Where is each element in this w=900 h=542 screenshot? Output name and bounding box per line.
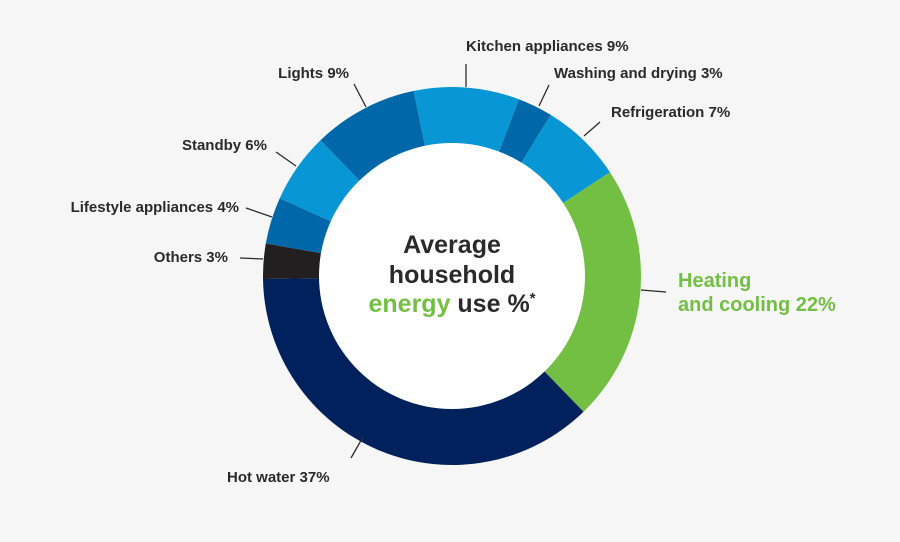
donut-hole (319, 143, 585, 409)
label-washing: Washing and drying 3% (554, 65, 723, 82)
label-kitchen: Kitchen appliances 9% (466, 38, 629, 55)
center-title-line2: household (389, 261, 515, 289)
leader-washing (538, 84, 550, 107)
leader-refrigeration (583, 121, 601, 137)
leader-lifestyle (245, 207, 273, 218)
leader-others (239, 257, 264, 260)
label-refrigeration: Refrigeration 7% (611, 104, 730, 121)
center-title-line3: energy use %* (368, 290, 535, 318)
center-title-highlight: energy (368, 290, 450, 318)
label-lights: Lights 9% (278, 65, 349, 82)
label-hotwater: Hot water 37% (227, 469, 330, 486)
leader-standby (275, 151, 297, 167)
label-lifestyle: Lifestyle appliances 4% (71, 199, 239, 216)
label-others: Others 3% (154, 249, 228, 266)
leader-heating (640, 289, 667, 293)
label-standby: Standby 6% (182, 137, 267, 154)
leader-hotwater (350, 436, 364, 459)
leader-lights (353, 83, 367, 108)
center-title-rest: use % (450, 290, 529, 318)
label-heating: Heating (678, 270, 751, 292)
label-heating-2: and cooling 22% (678, 294, 836, 316)
center-title-line1: Average (403, 231, 501, 259)
center-title-mark: * (530, 290, 536, 307)
